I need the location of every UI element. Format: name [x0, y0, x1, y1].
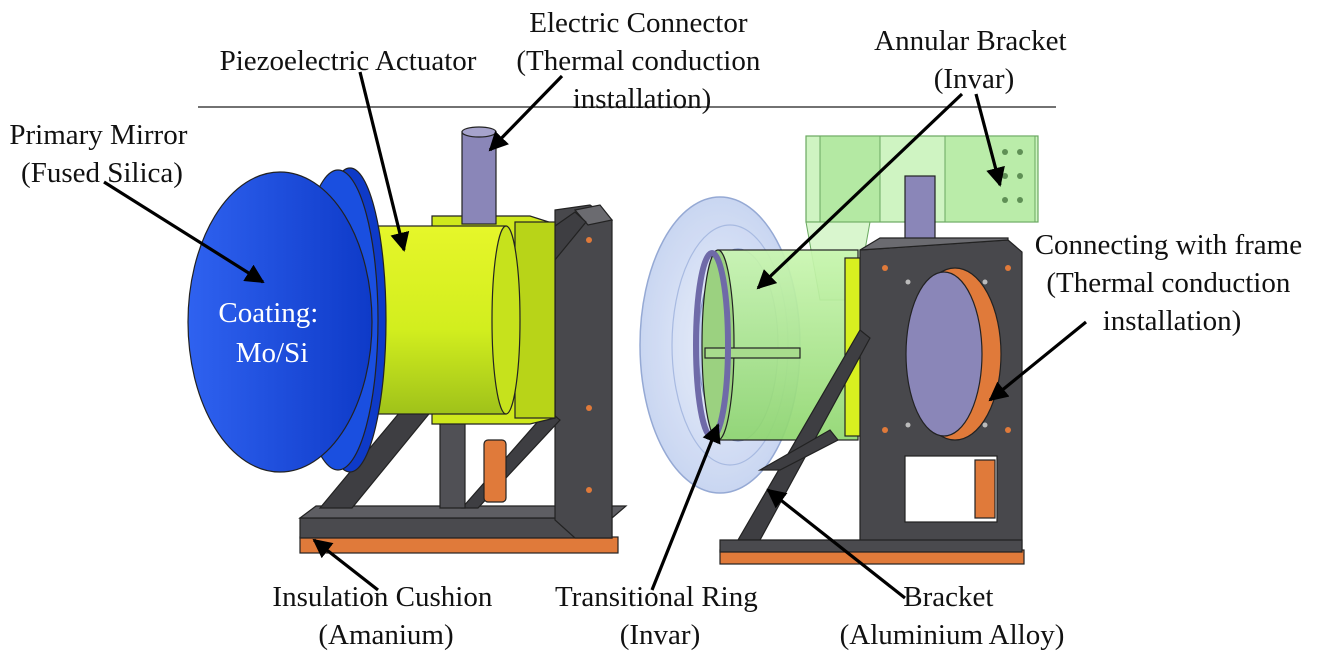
label-insulation-cushion: Insulation Cushion (Amanium) [272, 581, 499, 651]
arrow-piezo-actuator [358, 71, 410, 252]
arrow-connecting-frame [988, 320, 1088, 402]
right-assembly [639, 135, 1039, 565]
label-annular-bracket: Annular Bracket (Invar) [874, 25, 1074, 95]
label-primary-mirror: Primary Mirror (Fused Silica) [9, 119, 194, 189]
electric-connector-shape [461, 126, 497, 225]
insulation-cushion-shape [299, 536, 619, 554]
right-bracket-plate [859, 237, 1023, 551]
left-bracket-plate [554, 204, 613, 539]
label-bracket: Bracket (Aluminium Alloy) [840, 581, 1065, 651]
label-coating: Coating: Mo/Si [218, 297, 325, 369]
arrow-insulation-cushion [312, 538, 379, 592]
arrow-primary-mirror [103, 180, 265, 284]
arrow-electric-connector [488, 74, 564, 152]
label-connecting-frame: Connecting with frame (Thermal conductio… [1035, 229, 1310, 337]
arrow-annular-bracket-2 [974, 93, 1005, 187]
primary-mirror-shape [187, 167, 387, 473]
left-assembly [187, 126, 628, 554]
arrow-annular-bracket-1 [756, 92, 964, 290]
arrow-transitional-ring [650, 423, 721, 591]
arrow-bracket [766, 488, 906, 600]
annotation-arrows [103, 71, 1088, 600]
label-piezo-actuator: Piezoelectric Actuator [220, 45, 477, 77]
label-electric-connector: Electric Connector (Thermal conduction i… [516, 7, 767, 115]
label-transitional-ring: Transitional Ring (Invar) [555, 581, 765, 651]
